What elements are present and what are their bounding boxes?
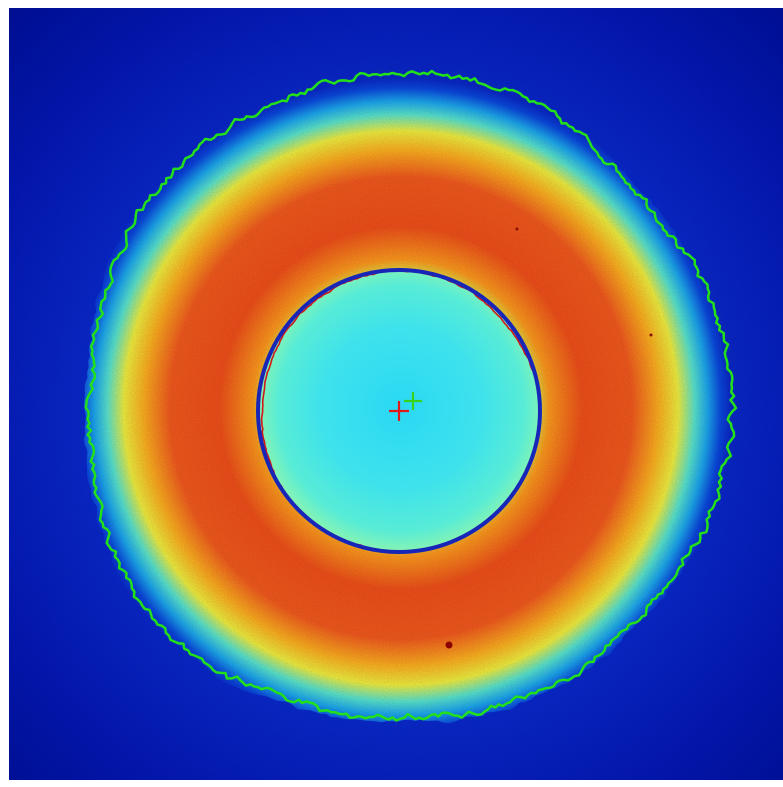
hot-spot bbox=[649, 333, 653, 337]
intensity-map-panel bbox=[9, 8, 783, 780]
inner-fit-circle bbox=[256, 268, 542, 554]
outer-contour bbox=[84, 69, 738, 722]
center-marker-red bbox=[389, 401, 409, 421]
hot-spot bbox=[445, 641, 453, 649]
hot-spot bbox=[515, 227, 519, 231]
center-marker-green bbox=[404, 392, 422, 410]
intensity-map bbox=[9, 8, 783, 780]
